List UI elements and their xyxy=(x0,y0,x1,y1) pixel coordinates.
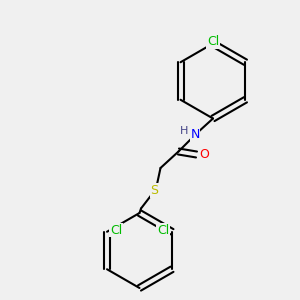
Text: O: O xyxy=(199,148,209,161)
Text: N: N xyxy=(190,128,200,142)
Text: H: H xyxy=(180,125,189,136)
Text: S: S xyxy=(151,184,158,197)
Text: Cl: Cl xyxy=(110,224,122,237)
Text: Cl: Cl xyxy=(157,224,169,237)
Text: Cl: Cl xyxy=(207,35,219,49)
